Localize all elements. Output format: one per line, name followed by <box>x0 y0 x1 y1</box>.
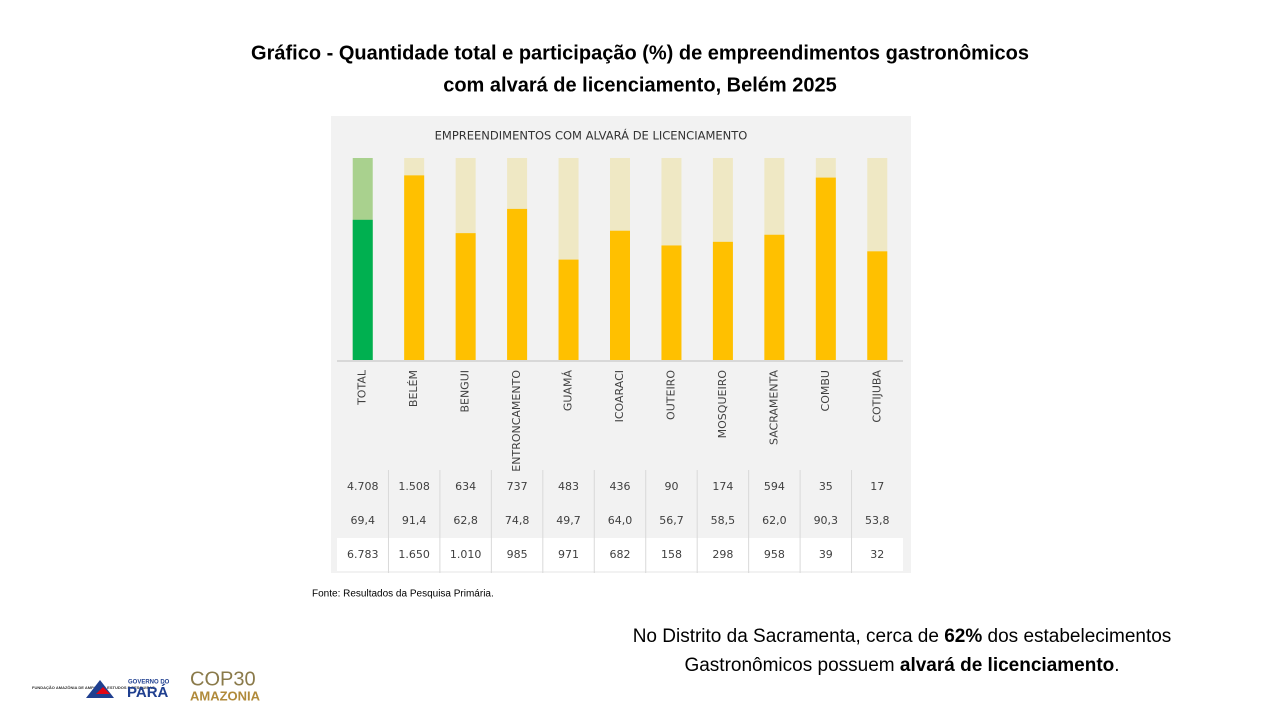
x-tick-label: OUTEIRO <box>664 370 677 420</box>
bar <box>867 251 888 360</box>
table-cell: 64,0 <box>608 514 633 527</box>
bar <box>558 259 579 360</box>
note-part: dos estabelecimentos <box>982 626 1171 647</box>
note-part: alvará de licenciamento <box>900 655 1114 676</box>
table-cell: 56,7 <box>659 514 684 527</box>
table-cell: 90,3 <box>814 514 839 527</box>
logo-text: GOVERNO DO <box>128 680 170 686</box>
x-tick-label: TOTAL <box>356 369 369 406</box>
note-part: No Distrito da Sacramenta, cerca de <box>633 626 945 647</box>
note-part: 62% <box>944 626 982 647</box>
table-cell: 74,8 <box>505 514 530 527</box>
x-tick-label: BELÉM <box>407 370 420 407</box>
note: No Distrito da Sacramenta, cerca de 62% … <box>633 626 1172 647</box>
x-tick-label: ICOARACI <box>613 370 626 422</box>
note-part: . <box>1114 655 1119 676</box>
logos: FUNDAÇÃO AMAZÔNIA DE AMPARO A ESTUDOS E … <box>32 668 261 703</box>
note: Gastronômicos possuem alvará de licencia… <box>684 655 1119 676</box>
table-cell: 594 <box>764 480 785 493</box>
table-cell: 174 <box>712 480 733 493</box>
table-cell: 35 <box>819 480 833 493</box>
bar <box>610 230 630 360</box>
table-cell: 737 <box>507 480 528 493</box>
x-tick-label: GUAMÁ <box>562 370 575 412</box>
bar <box>352 219 373 360</box>
bar <box>712 241 733 360</box>
x-tick-label: BENGUI <box>459 370 472 413</box>
chart-title: EMPREENDIMENTOS COM ALVARÁ DE LICENCIAME… <box>435 128 748 143</box>
table-cell: 158 <box>661 548 682 561</box>
table-cell: 69,4 <box>350 514 375 527</box>
table-cell: 1.010 <box>450 548 482 561</box>
x-tick-label: ENTRONCAMENTO <box>510 370 523 472</box>
bar <box>507 208 528 360</box>
table-cell: 682 <box>610 548 631 561</box>
logo-text: FUNDAÇÃO AMAZÔNIA DE AMPARO A ESTUDOS E … <box>32 685 155 690</box>
bar <box>404 175 425 360</box>
table-cell: 49,7 <box>556 514 581 527</box>
bar <box>815 177 836 360</box>
logo-text: COP30 <box>190 668 256 690</box>
table-cell: 6.783 <box>347 548 379 561</box>
table-cell: 1.650 <box>398 548 430 561</box>
table-cell: 17 <box>870 480 884 493</box>
bar <box>455 233 476 360</box>
source: Fonte: Resultados da Pesquisa Primária. <box>312 589 494 600</box>
logo-text: PARÁ <box>127 684 169 701</box>
table-cell: 62,8 <box>453 514 478 527</box>
table-cell: 958 <box>764 548 785 561</box>
table-cell: 58,5 <box>711 514 736 527</box>
note-part: Gastronômicos possuem <box>684 655 899 676</box>
table-cell: 971 <box>558 548 579 561</box>
table-cell: 985 <box>507 548 528 561</box>
logo-shape <box>96 687 110 694</box>
x-tick-label: COMBU <box>819 370 832 411</box>
x-tick-label: SACRAMENTA <box>767 370 780 445</box>
logo-text: AMAZONIA <box>190 688 261 703</box>
table-cell: 436 <box>610 480 631 493</box>
table-cell: 62,0 <box>762 514 787 527</box>
bar <box>661 245 682 360</box>
table-cell: 32 <box>870 548 884 561</box>
table-cell: 39 <box>819 548 833 561</box>
table-cell: 634 <box>455 480 476 493</box>
title-line: Gráfico - Quantidade total e participaçã… <box>251 42 1029 64</box>
table-cell: 91,4 <box>402 514 427 527</box>
bar <box>764 234 785 360</box>
table-cell: 298 <box>712 548 733 561</box>
table-cell: 4.708 <box>347 480 379 493</box>
table-cell: 90 <box>664 480 678 493</box>
table-row-bg <box>337 538 903 571</box>
table-cell: 1.508 <box>398 480 430 493</box>
table-cell: 483 <box>558 480 579 493</box>
x-tick-label: COTIJUBA <box>870 370 883 423</box>
title-line: com alvará de licenciamento, Belém 2025 <box>443 74 837 96</box>
table-cell: 53,8 <box>865 514 890 527</box>
x-tick-label: MOSQUEIRO <box>716 370 729 439</box>
